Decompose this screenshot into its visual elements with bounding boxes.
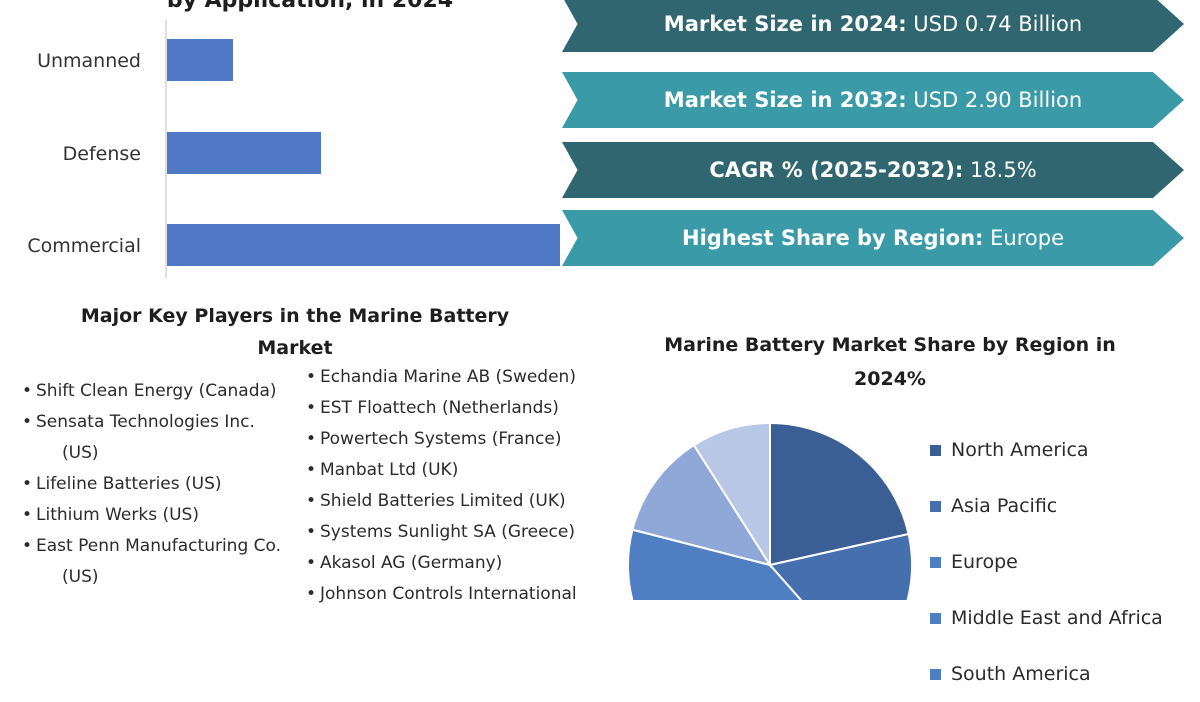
legend-label: South America <box>951 663 1091 685</box>
legend-label: Asia Pacific <box>951 495 1058 517</box>
legend-label: Middle East and Africa <box>951 607 1163 629</box>
key-players-title: Major Key Players in the Marine Battery … <box>80 305 510 359</box>
pie-slice-middle-east-and-africa <box>631 443 773 567</box>
bar-category-label: Commercial <box>27 235 141 257</box>
stat-key: Highest Share by Region: <box>682 226 984 250</box>
stat-banner: Market Size in 2032: USD 2.90 Billion <box>562 72 1184 128</box>
bar-unmanned <box>167 39 233 81</box>
legend-item: Europe <box>930 534 1163 590</box>
legend-item: North America <box>930 422 1163 478</box>
key-player-item: East Penn Manufacturing Co.(US) <box>20 531 281 593</box>
bar-category-label: Defense <box>63 143 141 165</box>
application-bar-chart: Unmanned Defense Commercial <box>27 20 560 278</box>
key-player-item: Lifeline Batteries (US) <box>20 469 281 500</box>
stat-key: CAGR % (2025-2032): <box>709 158 964 182</box>
key-players-list-left: Shift Clean Energy (Canada)Sensata Techn… <box>20 376 281 593</box>
key-player-item: Shift Clean Energy (Canada) <box>20 376 281 407</box>
legend-label: North America <box>951 439 1089 461</box>
stat-value: Europe <box>983 226 1064 250</box>
key-player-item: Johnson Controls International <box>304 579 577 610</box>
legend-swatch <box>930 556 941 568</box>
stat-value: 18.5% <box>963 158 1037 182</box>
stat-banner: CAGR % (2025-2032): 18.5% <box>562 142 1184 198</box>
legend-swatch <box>930 444 941 456</box>
legend-swatch <box>930 500 941 512</box>
region-pie-chart <box>627 421 913 600</box>
key-player-item: Lithium Werks (US) <box>20 500 281 531</box>
stat-key: Market Size in 2024: <box>663 12 907 36</box>
key-player-item: Powertech Systems (France) <box>304 424 577 455</box>
legend-item: Asia Pacific <box>930 478 1163 534</box>
stat-banner: Market Size in 2024: USD 0.74 Billion <box>562 0 1184 52</box>
pie-slice-north-america <box>769 421 910 567</box>
stat-key: Market Size in 2032: <box>663 88 907 112</box>
bar-category-label: Unmanned <box>37 50 141 72</box>
key-player-item: Shield Batteries Limited (UK) <box>304 486 577 517</box>
pie-slice-europe <box>627 528 803 600</box>
pie-legend: North America Asia Pacific Europe Middle Ea… <box>930 422 1163 702</box>
key-player-item: Systems Sunlight SA (Greece) <box>304 517 577 548</box>
key-player-item: Manbat Ltd (UK) <box>304 455 577 486</box>
key-player-item: EST Floattech (Netherlands) <box>304 393 577 424</box>
pie-slice-south-america <box>692 421 771 569</box>
bar-defense <box>167 132 321 174</box>
legend-swatch <box>930 612 941 624</box>
legend-swatch <box>930 668 941 680</box>
stat-value: USD 2.90 Billion <box>906 88 1083 112</box>
pie-slice-asia-pacific <box>768 532 913 600</box>
bar-chart-title: by Application, in 2024 <box>166 0 454 13</box>
pie-chart-title: Marine Battery Market Share by Region in… <box>664 334 1116 390</box>
key-player-item: Echandia Marine AB (Sweden) <box>304 362 577 393</box>
stat-value: USD 0.74 Billion <box>906 12 1083 36</box>
legend-item: South America <box>930 646 1163 702</box>
key-players-list-right: Echandia Marine AB (Sweden)EST Floattech… <box>304 362 577 610</box>
key-player-item: Akasol AG (Germany) <box>304 548 577 579</box>
stat-banner: Highest Share by Region: Europe <box>562 210 1184 266</box>
legend-item: Middle East and Africa <box>930 590 1163 646</box>
legend-label: Europe <box>951 551 1018 573</box>
bar-commercial <box>167 224 560 266</box>
key-player-item: Sensata Technologies Inc.(US) <box>20 407 281 469</box>
